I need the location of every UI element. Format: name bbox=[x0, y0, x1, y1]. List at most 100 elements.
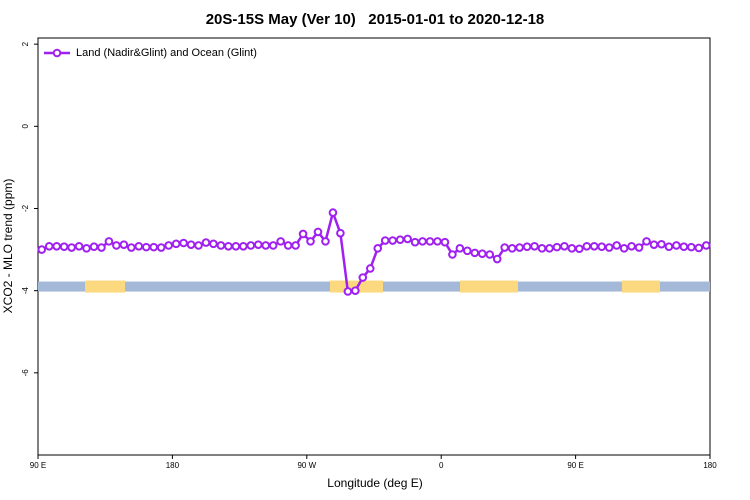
data-point bbox=[515, 243, 524, 252]
data-point bbox=[343, 287, 353, 296]
x-axis-label: Longitude (deg E) bbox=[327, 476, 422, 490]
y-tick-label: -4 bbox=[21, 287, 30, 295]
x-tick-label: 90 E bbox=[567, 461, 583, 470]
data-point bbox=[261, 241, 271, 250]
data-point bbox=[216, 241, 226, 250]
data-point bbox=[127, 243, 136, 252]
data-point bbox=[507, 244, 517, 253]
y-tick-label: 2 bbox=[21, 41, 30, 46]
data-point bbox=[283, 241, 293, 250]
data-point bbox=[59, 242, 69, 252]
data-point bbox=[649, 240, 659, 249]
data-point bbox=[67, 243, 76, 252]
x-tick-label: 90 W bbox=[297, 461, 316, 470]
data-point bbox=[351, 286, 360, 295]
data-point bbox=[119, 240, 129, 249]
data-point bbox=[306, 237, 315, 246]
data-point bbox=[448, 250, 457, 259]
data-point bbox=[485, 250, 495, 259]
data-point bbox=[418, 237, 427, 246]
data-point bbox=[463, 246, 472, 256]
y-tick-label: -2 bbox=[21, 204, 30, 212]
chart-title: 20S-15S May (Ver 10) 2015-01-01 to 2020-… bbox=[206, 11, 545, 28]
data-point bbox=[112, 241, 121, 250]
data-point bbox=[209, 239, 218, 249]
data-point bbox=[545, 244, 554, 253]
data-point bbox=[433, 237, 442, 246]
data-point bbox=[627, 241, 636, 251]
data-point bbox=[672, 241, 681, 250]
y-axis-label: XCO2 - MLO trend (ppm) bbox=[1, 179, 15, 314]
data-point bbox=[642, 237, 651, 246]
data-point bbox=[97, 243, 106, 252]
data-point bbox=[268, 241, 278, 250]
data-point bbox=[575, 244, 584, 254]
data-point bbox=[328, 208, 338, 217]
data-point bbox=[253, 240, 263, 249]
data-point bbox=[403, 234, 412, 244]
data-point bbox=[134, 241, 144, 251]
data-point bbox=[194, 241, 203, 250]
data-point bbox=[537, 244, 547, 253]
data-point bbox=[104, 237, 114, 246]
data-point bbox=[634, 243, 644, 252]
data-point bbox=[321, 237, 330, 246]
data-point bbox=[657, 239, 666, 249]
data-point bbox=[701, 241, 711, 250]
data-point bbox=[276, 237, 285, 246]
data-point bbox=[37, 245, 47, 254]
data-point bbox=[156, 243, 166, 252]
data-point bbox=[365, 264, 375, 273]
data-point bbox=[298, 229, 308, 239]
series-line bbox=[41, 208, 707, 293]
y-tick-label: 0 bbox=[21, 124, 30, 129]
data-point bbox=[470, 248, 480, 258]
data-point bbox=[425, 237, 435, 246]
data-point bbox=[612, 241, 621, 250]
data-point bbox=[589, 241, 599, 251]
data-point bbox=[44, 241, 54, 251]
x-tick-label: 0 bbox=[439, 461, 444, 470]
data-point bbox=[149, 242, 159, 252]
land-segment bbox=[85, 280, 126, 293]
x-tick-label: 180 bbox=[703, 461, 717, 470]
data-point bbox=[291, 241, 300, 250]
data-point bbox=[597, 242, 607, 252]
data-point bbox=[582, 241, 592, 251]
data-point bbox=[522, 242, 532, 252]
land-segment bbox=[621, 280, 660, 293]
data-point bbox=[82, 244, 91, 253]
data-point bbox=[201, 238, 211, 247]
data-point bbox=[500, 243, 509, 252]
x-tick-label: 180 bbox=[166, 461, 180, 470]
data-point bbox=[74, 241, 84, 251]
data-point bbox=[492, 254, 502, 264]
legend-label: Land (Nadir&Glint) and Ocean (Glint) bbox=[76, 47, 257, 59]
data-point bbox=[477, 249, 487, 258]
data-point bbox=[141, 242, 151, 252]
data-point bbox=[552, 242, 562, 252]
data-point bbox=[388, 236, 397, 245]
data-point bbox=[186, 240, 196, 249]
data-point bbox=[164, 241, 173, 250]
data-point bbox=[619, 244, 629, 253]
data-point bbox=[171, 239, 181, 249]
data-point bbox=[567, 244, 577, 253]
data-point bbox=[224, 241, 233, 251]
data-point bbox=[395, 235, 405, 245]
data-point bbox=[231, 241, 241, 251]
data-point bbox=[89, 242, 99, 252]
data-point bbox=[455, 244, 465, 253]
data-point bbox=[694, 243, 704, 253]
data-point bbox=[313, 227, 323, 237]
data-point bbox=[679, 242, 689, 252]
legend-marker bbox=[52, 48, 62, 58]
data-point bbox=[530, 241, 539, 251]
data-point bbox=[604, 243, 614, 252]
data-point bbox=[440, 237, 450, 247]
data-point bbox=[410, 237, 420, 247]
data-point bbox=[380, 236, 390, 245]
y-tick-label: -6 bbox=[21, 369, 30, 377]
data-point bbox=[687, 242, 696, 252]
data-point bbox=[358, 273, 368, 282]
